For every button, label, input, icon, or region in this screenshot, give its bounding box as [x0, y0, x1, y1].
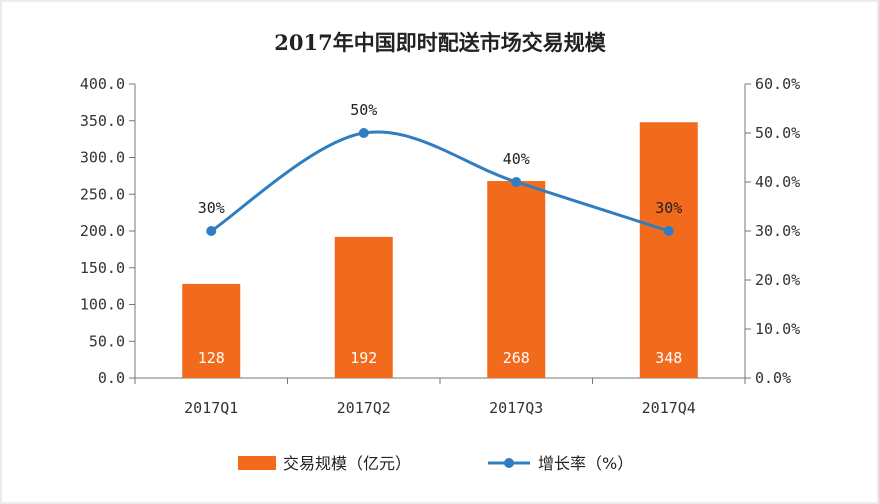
y-left-tick-label: 100.0	[80, 296, 125, 314]
y-left-tick-label: 300.0	[80, 149, 125, 167]
y-right-tick-label: 60.0%	[755, 75, 800, 93]
growth-line	[206, 128, 674, 236]
y-right-tick-label: 50.0%	[755, 124, 800, 142]
data-labels: 128 192 268 348 30% 50% 40% 30%	[186, 101, 694, 368]
growth-data-label: 30%	[198, 199, 225, 217]
y-right-tick-label: 40.0%	[755, 173, 800, 191]
growth-data-label: 40%	[503, 150, 530, 168]
y-left-tick-label: 400.0	[80, 75, 125, 93]
bar-label-bg	[643, 346, 694, 368]
x-tick-label: 2017Q1	[184, 399, 238, 417]
y-right-tick-label: 30.0%	[755, 222, 800, 240]
growth-line-path	[210, 130, 670, 233]
legend-swatch-point	[504, 458, 514, 468]
legend-swatch-bar	[238, 456, 276, 470]
y-right-tick-label: 10.0%	[755, 320, 800, 338]
y-left-tick-label: 250.0	[80, 185, 125, 203]
x-tick-label: 2017Q3	[489, 399, 543, 417]
bar-label-bg	[186, 346, 237, 368]
growth-point	[206, 226, 217, 236]
bar-label-bg	[491, 346, 542, 368]
bar	[487, 181, 546, 378]
y-left-tick-label: 50.0	[89, 332, 125, 350]
y-left-tick-label: 0.0	[98, 369, 125, 387]
growth-point	[358, 128, 369, 138]
legend-label-line: 增长率（%）	[538, 454, 633, 473]
x-tick-label: 2017Q2	[337, 399, 391, 417]
y-left-tick-label: 200.0	[80, 222, 125, 240]
y-left-tick-label: 350.0	[80, 112, 125, 130]
x-tick-label: 2017Q4	[642, 399, 696, 417]
legend: 交易规模（亿元） 增长率（%）	[238, 454, 633, 473]
bar-data-label: 268	[503, 349, 530, 367]
legend-label-bar: 交易规模（亿元）	[283, 454, 411, 473]
bar	[639, 122, 698, 378]
growth-point	[663, 226, 674, 236]
chart-title: 2017年中国即时配送市场交易规模	[274, 30, 606, 55]
bar-data-label: 128	[198, 349, 225, 367]
growth-point	[511, 177, 522, 187]
bar-data-label: 348	[655, 349, 682, 367]
growth-data-label: 30%	[655, 199, 682, 217]
y-left-tick-label: 150.0	[80, 259, 125, 277]
y-right-tick-label: 0.0%	[755, 369, 791, 387]
growth-data-label: 50%	[350, 101, 377, 119]
bar-data-label: 192	[350, 349, 377, 367]
y-right-tick-label: 20.0%	[755, 271, 800, 289]
bar-label-bg	[338, 346, 389, 368]
axes: 0.0 50.0 100.0 150.0 200.0 250.0 300.0 350.0 400…	[80, 75, 800, 417]
